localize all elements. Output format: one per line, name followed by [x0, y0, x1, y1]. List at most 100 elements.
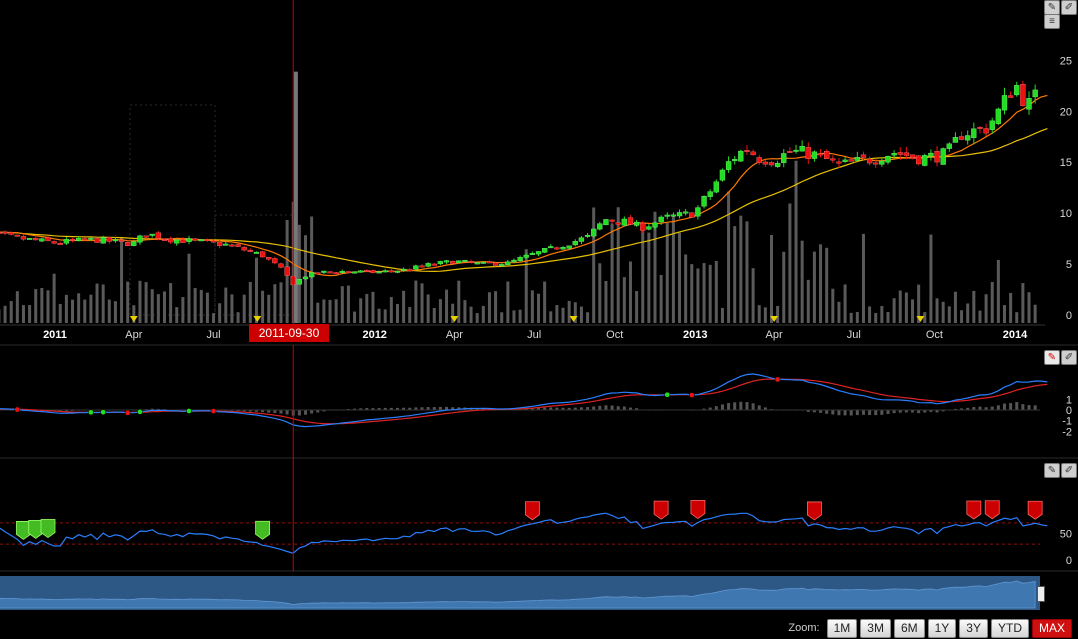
volume-bar — [647, 232, 651, 323]
candle — [1020, 84, 1026, 106]
volume-bar — [929, 234, 933, 323]
candle — [787, 151, 793, 153]
volume-bar — [892, 298, 896, 323]
volume-bar — [408, 307, 412, 323]
macd-hist-bar — [904, 410, 908, 413]
pencil-icon[interactable]: ✐ — [1061, 350, 1077, 365]
candle — [670, 214, 677, 217]
volume-bar — [261, 290, 265, 323]
macd-hist-bar — [635, 408, 639, 410]
macd-hist-bar — [1009, 403, 1013, 410]
candle — [572, 241, 578, 246]
candle — [958, 136, 965, 140]
volume-bar — [138, 280, 142, 323]
macd-hist-bar — [886, 410, 890, 415]
macd-hist-bar — [720, 404, 724, 410]
candle — [94, 238, 100, 243]
candle — [701, 196, 707, 207]
macd-hist-bar — [481, 408, 485, 410]
macd-hist-bar — [322, 410, 326, 412]
candle — [732, 159, 738, 162]
macd-hist-bar — [745, 402, 749, 410]
volume-bar — [107, 299, 111, 323]
macd-hist-bar — [573, 407, 577, 410]
macd-hist-bar — [978, 406, 982, 410]
zoom-max-button[interactable]: MAX — [1031, 618, 1072, 638]
rsi-oversold-flag — [16, 521, 31, 540]
candle — [965, 135, 971, 141]
volume-bar — [273, 284, 277, 323]
macd-hist-bar — [261, 410, 265, 413]
zoom-6m-button[interactable]: 6M — [893, 618, 925, 638]
event-marker — [916, 316, 925, 322]
macd-cross-dot — [124, 409, 131, 416]
macd-cross-dot — [137, 408, 143, 415]
candle — [161, 239, 168, 241]
candle — [842, 159, 848, 162]
volume-bar — [494, 291, 498, 323]
candle — [915, 155, 922, 165]
macd-hist-bar — [849, 410, 853, 416]
volume-bar — [426, 294, 430, 323]
volume-bar — [230, 294, 234, 323]
volume-bar — [616, 207, 620, 323]
candle — [566, 245, 572, 249]
volume-bar — [690, 264, 694, 323]
macd-hist-bar — [555, 407, 559, 410]
price-x-tick: Oct — [606, 329, 623, 341]
volume-bar — [71, 299, 75, 323]
macd-hist-bar — [868, 410, 872, 416]
menu-icon[interactable]: ≡ — [1044, 14, 1060, 29]
candle — [511, 259, 517, 263]
zoom-ytd-button[interactable]: YTD — [990, 618, 1029, 638]
zoom-3y-button[interactable]: 3Y — [959, 618, 988, 638]
candle — [713, 181, 719, 193]
macd-hist-bar — [984, 407, 988, 410]
candle — [223, 243, 229, 246]
candle — [376, 271, 382, 274]
navigator-handle[interactable] — [1037, 586, 1045, 602]
pencil-icon[interactable]: ✐ — [1061, 463, 1077, 478]
volume-bar — [1021, 283, 1025, 323]
volume-bar — [953, 291, 957, 323]
macd-hist-bar — [530, 408, 534, 410]
macd-hist-bar — [733, 402, 737, 410]
candle — [167, 238, 174, 243]
macd-hist-bar — [892, 410, 896, 414]
zoom-1m-button[interactable]: 1M — [826, 618, 858, 638]
candle — [382, 270, 388, 273]
candle — [51, 241, 57, 244]
candle — [20, 236, 27, 240]
volume-bar — [316, 302, 320, 323]
candle — [235, 244, 241, 247]
candle — [431, 263, 437, 266]
cursor-date-label: 2011-09-30 — [249, 324, 329, 342]
volume-bar — [819, 244, 823, 323]
eraser-icon[interactable]: ✎ — [1044, 0, 1060, 15]
macd-hist-bar — [402, 407, 406, 410]
macd-hist-bar — [371, 408, 375, 410]
volume-bar — [377, 308, 381, 323]
rsi-overbought-flag — [653, 500, 669, 520]
volume-bar — [708, 264, 712, 323]
volume-bar — [549, 311, 553, 323]
zoom-3m-button[interactable]: 3M — [860, 618, 891, 638]
volume-bar — [524, 249, 528, 323]
eraser-icon[interactable]: ✎ — [1044, 350, 1060, 365]
macd-hist-bar — [917, 410, 921, 414]
pencil-icon[interactable]: ✐ — [1061, 0, 1077, 15]
candle — [82, 238, 88, 241]
volume-bar — [653, 211, 657, 323]
volume-bar — [849, 312, 853, 323]
volume-bar — [543, 281, 547, 323]
candle — [695, 207, 701, 217]
macd-hist-bar — [1015, 402, 1019, 410]
volume-bar — [598, 263, 602, 323]
zoom-1y-button[interactable]: 1Y — [927, 618, 957, 638]
candle — [719, 169, 726, 181]
macd-y-tick: 1 — [1066, 394, 1072, 406]
volume-bar — [561, 307, 565, 323]
eraser-icon[interactable]: ✎ — [1044, 463, 1060, 478]
price-x-tick: Jul — [207, 329, 221, 341]
volume-bar — [1015, 312, 1019, 323]
